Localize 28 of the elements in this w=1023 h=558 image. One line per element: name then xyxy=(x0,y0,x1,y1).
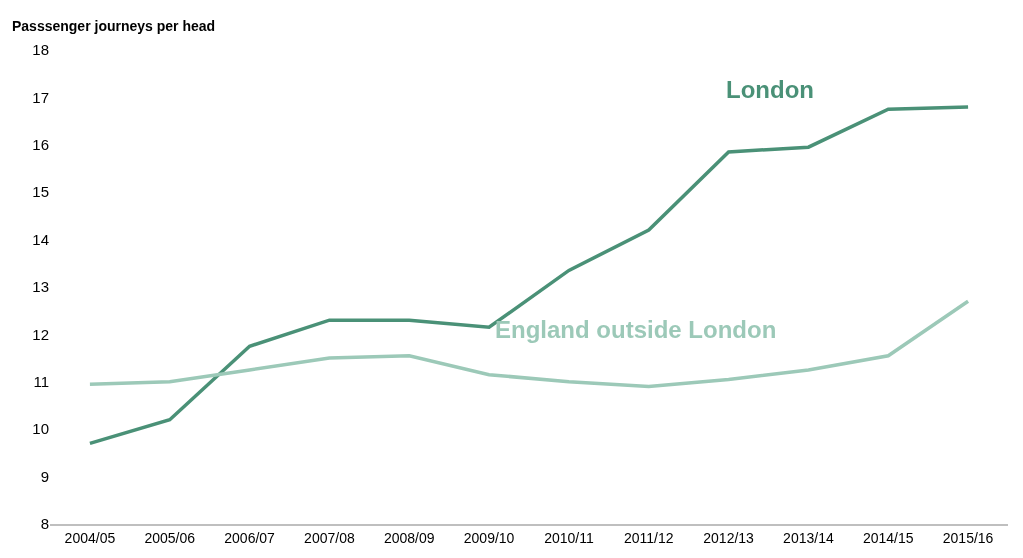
y-tick-label: 10 xyxy=(32,420,49,438)
x-tick-label: 2006/07 xyxy=(224,529,276,546)
x-tick-label: 2007/08 xyxy=(304,529,355,546)
x-tick-label: 2008/09 xyxy=(383,529,435,546)
x-tick-label: 2004/05 xyxy=(64,529,116,546)
x-tick-label: 2012/13 xyxy=(703,529,755,546)
y-tick-label: 18 xyxy=(32,41,49,59)
y-tick-label: 12 xyxy=(32,325,49,343)
x-tick-label: 2005/06 xyxy=(144,529,196,546)
x-tick-label: 2014/15 xyxy=(862,529,914,546)
x-tick-label: 2009/10 xyxy=(463,529,515,546)
y-tick-label: 16 xyxy=(32,136,49,154)
line-series xyxy=(88,299,970,389)
y-tick-label: 17 xyxy=(32,88,49,106)
x-tick-label: 2011/12 xyxy=(623,529,674,546)
y-tick-label: 8 xyxy=(40,515,49,533)
y-axis-title: Passsenger journeys per head xyxy=(12,18,216,34)
series-label: London xyxy=(726,76,814,103)
y-tick-label: 15 xyxy=(32,183,49,201)
x-tick-label: 2013/14 xyxy=(783,529,834,546)
y-tick-label: 11 xyxy=(33,373,49,391)
y-tick-label: 9 xyxy=(40,467,49,485)
y-tick-label: 14 xyxy=(32,230,49,248)
y-tick-label: 13 xyxy=(32,278,49,296)
series-label: England outside London xyxy=(495,316,777,343)
x-tick-label: 2010/11 xyxy=(544,529,594,546)
line-series xyxy=(88,105,970,446)
x-tick-label: 2015/16 xyxy=(942,529,994,546)
